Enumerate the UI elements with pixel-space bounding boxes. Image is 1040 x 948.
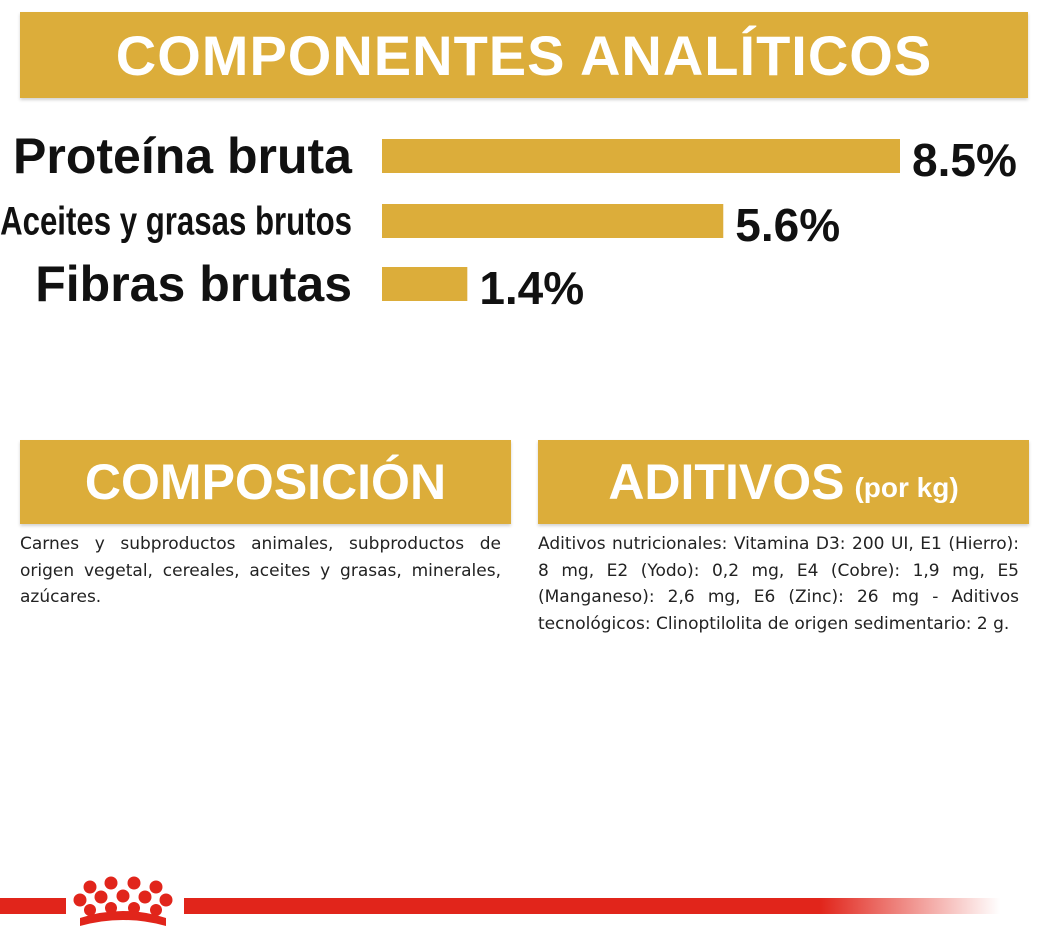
composicion-title: COMPOSICIÓN	[84, 454, 447, 510]
bar-proteina-bruta	[382, 139, 900, 173]
royal-canin-crown-icon	[66, 874, 184, 934]
value-label-fibras-brutas: 1.4%	[479, 262, 584, 314]
aditivos-header: ADITIVOS (por kg)	[538, 440, 1029, 524]
footer-red-line	[0, 898, 1000, 914]
value-label-aceites-y-grasas-brutos: 5.6%	[735, 199, 840, 251]
page-title: COMPONENTES ANALÍTICOS	[115, 23, 933, 87]
aditivos-title: ADITIVOS	[608, 454, 845, 510]
category-label-fibras-brutas: Fibras brutas	[35, 256, 352, 312]
bar-fibras-brutas	[382, 267, 468, 301]
category-label-aceites-y-grasas-brutos: Aceites y grasas brutos	[0, 199, 352, 244]
aditivos-subtitle: (por kg)	[854, 472, 959, 503]
category-label-proteina-bruta: Proteína bruta	[13, 128, 353, 184]
analytical-components-chart: Proteína bruta 8.5% Aceites y grasas bruto…	[0, 128, 1017, 314]
bar-aceites-y-grasas-brutos	[382, 204, 724, 238]
composicion-text: Carnes y subproductos animales, subprodu…	[20, 534, 501, 607]
page-title-band: COMPONENTES ANALÍTICOS	[20, 12, 1028, 98]
value-label-proteina-bruta: 8.5%	[912, 134, 1017, 186]
composicion-header: COMPOSICIÓN	[20, 440, 511, 524]
aditivos-text: Aditivos nutricionales: Vitamina D3: 200…	[538, 534, 1019, 634]
